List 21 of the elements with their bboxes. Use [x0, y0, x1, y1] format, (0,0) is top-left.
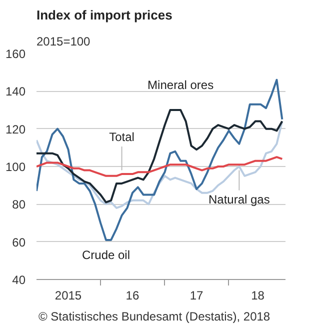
- line-series: [36, 156, 284, 177]
- chart-subtitle: 2015=100: [36, 34, 91, 48]
- y-tick-label: 100: [5, 160, 26, 174]
- x-tick-label: 17: [190, 288, 204, 302]
- chart-title: Index of import prices: [36, 8, 172, 22]
- y-tick-label: 40: [12, 273, 26, 287]
- y-tick-label: 80: [12, 198, 26, 212]
- x-tick-label: 16: [126, 288, 140, 302]
- x-tick-label: 2015: [54, 288, 82, 302]
- x-tick-label: 18: [251, 288, 265, 302]
- text: Total: [109, 130, 134, 144]
- text: Mineral ores: [148, 78, 214, 92]
- series-label: Natural gas: [208, 192, 270, 206]
- y-tick-label: 160: [5, 47, 26, 61]
- text: © Statistisches Bundesamt (Destatis), 2018: [38, 310, 270, 324]
- y-tick-label: 120: [5, 122, 26, 136]
- series-label: Crude oil: [82, 248, 130, 262]
- line-series: [36, 120, 284, 209]
- y-tick-label: 60: [12, 235, 26, 250]
- y-tick-label: 140: [5, 84, 26, 99]
- line-series: [36, 78, 284, 241]
